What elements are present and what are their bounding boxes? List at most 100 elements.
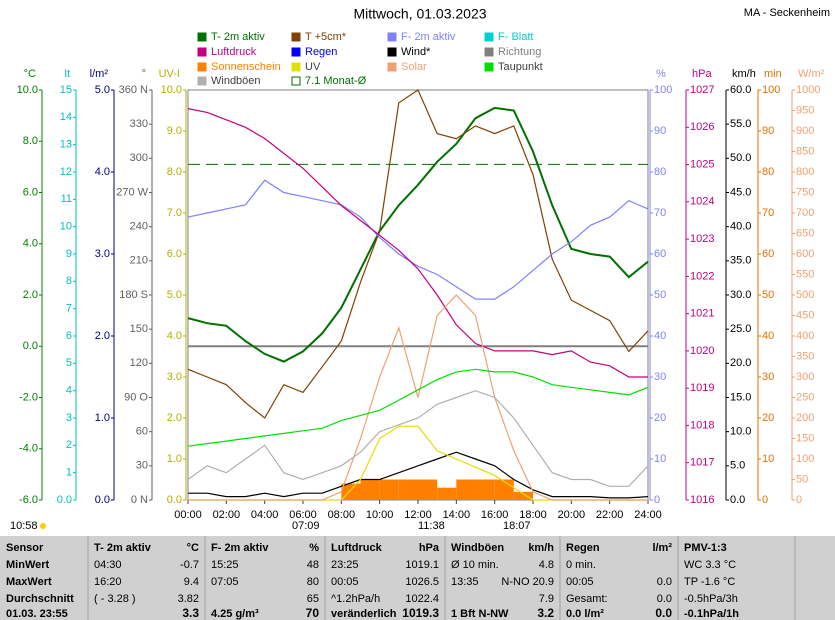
table-cell: 80 bbox=[307, 576, 319, 588]
table-cell: 04:30 bbox=[94, 559, 122, 571]
tick-label: 40.0 bbox=[730, 221, 751, 233]
x-tick-label: 12:00 bbox=[404, 509, 432, 521]
x-tick-label: 10:00 bbox=[366, 509, 394, 521]
tick-label: 50 bbox=[796, 473, 808, 485]
tick-label: 14 bbox=[60, 111, 72, 123]
legend-swatch bbox=[197, 62, 207, 72]
tick-label: -2.0 bbox=[19, 391, 38, 403]
x-tick-label: 14:00 bbox=[443, 509, 471, 521]
annotation: 11:38 bbox=[418, 520, 445, 532]
table-cell: 3.3 bbox=[182, 606, 199, 620]
legend-swatch bbox=[291, 76, 301, 86]
tick-label: 10.0 bbox=[17, 84, 38, 96]
tick-label: 60 bbox=[654, 248, 666, 260]
tick-label: 120 bbox=[130, 357, 148, 369]
tick-label: 90 bbox=[762, 125, 774, 137]
tick-label: 9.0 bbox=[167, 125, 182, 137]
tick-label: 13 bbox=[60, 139, 72, 151]
tick-label: 5.0 bbox=[95, 84, 110, 96]
table-cell: 16:20 bbox=[94, 576, 122, 588]
sunshine-bar bbox=[341, 483, 361, 500]
tick-label: 3.0 bbox=[167, 371, 182, 383]
legend-swatch bbox=[387, 62, 397, 72]
series-line bbox=[188, 451, 649, 499]
tick-label: 0 bbox=[796, 494, 802, 506]
tick-label: 40 bbox=[654, 330, 666, 342]
legend-label: Regen bbox=[305, 46, 337, 58]
tick-label: 950 bbox=[796, 104, 814, 116]
table-cell: 48 bbox=[307, 559, 319, 571]
tick-label: 80 bbox=[654, 166, 666, 178]
sunshine-bar bbox=[437, 487, 457, 500]
tick-label: 90 bbox=[654, 125, 666, 137]
table-cell: Gesamt: bbox=[566, 593, 608, 605]
table-cell: °C bbox=[187, 542, 199, 554]
tick-label: 7.0 bbox=[167, 207, 182, 219]
tick-label: -6.0 bbox=[19, 494, 38, 506]
tick-label: 1016 bbox=[690, 494, 714, 506]
axis-title: km/h bbox=[732, 68, 756, 80]
sunshine-bar bbox=[494, 479, 514, 500]
tick-label: 4.0 bbox=[167, 330, 182, 342]
tick-label: 0 bbox=[654, 494, 660, 506]
table-cell: PMV-1:3 bbox=[684, 542, 727, 554]
table-cell: 0.0 bbox=[657, 593, 672, 605]
table-cell: N-NO 20.9 bbox=[501, 576, 554, 588]
tick-label: 20 bbox=[654, 412, 666, 424]
legend-label: Taupunkt bbox=[498, 61, 543, 73]
table-cell: T- 2m aktiv bbox=[94, 542, 152, 554]
axis-title: % bbox=[656, 68, 666, 80]
tick-label: 9 bbox=[66, 248, 72, 260]
legend-swatch bbox=[387, 47, 397, 57]
tick-label: 300 bbox=[796, 371, 814, 383]
legend-label: F- 2m aktiv bbox=[401, 31, 456, 43]
legend-swatch bbox=[291, 47, 301, 57]
tick-label: 210 bbox=[130, 255, 148, 267]
tick-label: 0.0 bbox=[95, 494, 110, 506]
legend-label: Richtung bbox=[498, 46, 541, 58]
series-line bbox=[187, 179, 649, 300]
tick-label: 60.0 bbox=[730, 84, 751, 96]
x-tick-label: 04:00 bbox=[251, 509, 279, 521]
axis-title: W/m² bbox=[798, 68, 825, 80]
tick-label: 50 bbox=[654, 289, 666, 301]
tick-label: 2 bbox=[66, 439, 72, 451]
table-cell: 4.8 bbox=[539, 559, 554, 571]
series-line bbox=[187, 89, 649, 419]
tick-label: 15 bbox=[60, 84, 72, 96]
tick-label: 850 bbox=[796, 145, 814, 157]
table-cell: -0.1hPa/1h bbox=[684, 608, 739, 620]
tick-label: 1026 bbox=[690, 121, 714, 133]
table-cell: 00:05 bbox=[331, 576, 359, 588]
tick-label: 1.0 bbox=[167, 453, 182, 465]
tick-label: 1023 bbox=[690, 233, 714, 245]
tick-label: 1 bbox=[66, 467, 72, 479]
tick-label: 15.0 bbox=[730, 391, 751, 403]
x-tick-label: 16:00 bbox=[481, 509, 509, 521]
table-cell: ( - 3.28 ) bbox=[94, 593, 136, 605]
series-line bbox=[187, 368, 649, 447]
tick-label: 60 bbox=[136, 426, 148, 438]
legend-label: T- 2m aktiv bbox=[211, 31, 265, 43]
sun-icon bbox=[40, 523, 46, 529]
tick-label: 30 bbox=[136, 460, 148, 472]
tick-label: 35.0 bbox=[730, 255, 751, 267]
tick-label: 50.0 bbox=[730, 152, 751, 164]
tick-label: 150 bbox=[796, 432, 814, 444]
series-line bbox=[188, 294, 648, 501]
tick-label: 750 bbox=[796, 186, 814, 198]
tick-label: 45.0 bbox=[730, 186, 751, 198]
legend-label: Wind* bbox=[401, 46, 431, 58]
tick-label: 5.0 bbox=[167, 289, 182, 301]
tick-label: 1027 bbox=[690, 84, 714, 96]
legend-swatch bbox=[197, 32, 207, 42]
tick-label: 55.0 bbox=[730, 118, 751, 130]
tick-label: 0.0 bbox=[23, 340, 38, 352]
legend-swatch bbox=[197, 47, 207, 57]
table-cell: -0.5hPa/3h bbox=[684, 593, 738, 605]
table-background bbox=[0, 536, 835, 620]
legend-label: F- Blatt bbox=[498, 31, 533, 43]
tick-label: 900 bbox=[796, 125, 814, 137]
legend-label: Sonnenschein bbox=[211, 61, 281, 73]
tick-label: 1021 bbox=[690, 308, 714, 320]
